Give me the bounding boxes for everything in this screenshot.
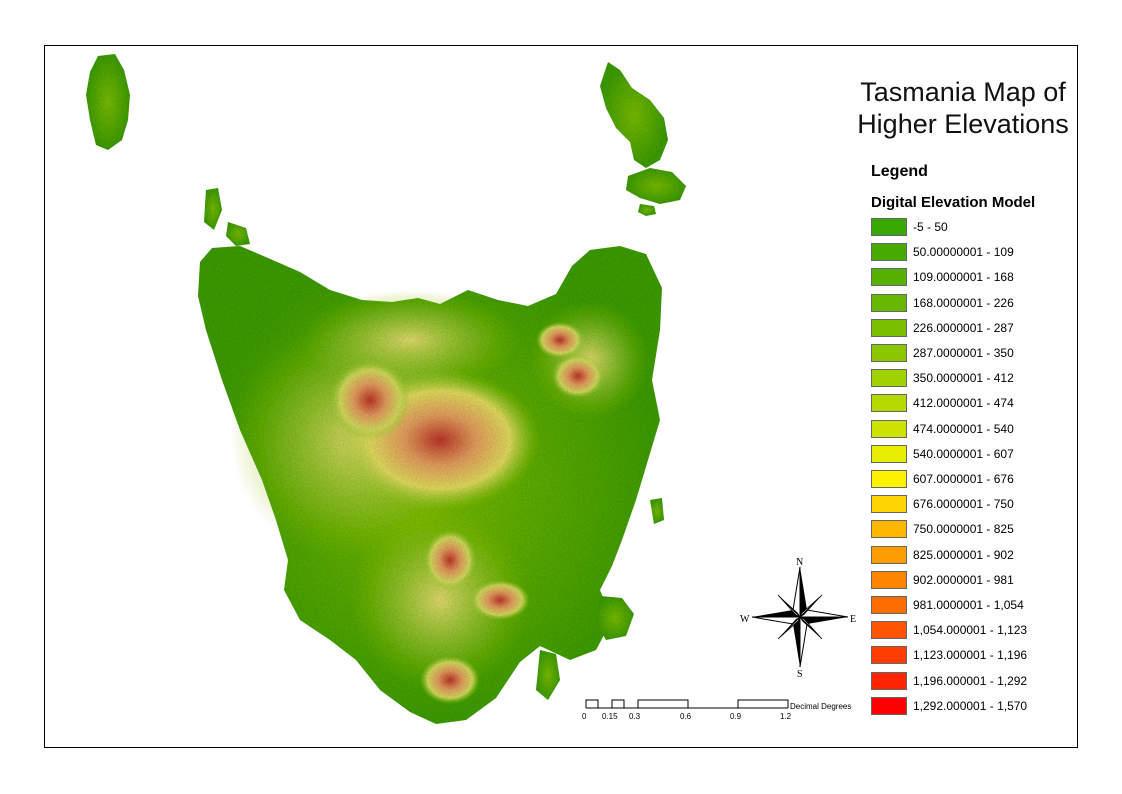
legend-item: 676.0000001 - 750 — [871, 495, 1091, 515]
legend-item: 1,123.000001 - 1,196 — [871, 646, 1091, 666]
legend-item: 607.0000001 - 676 — [871, 470, 1091, 490]
legend-label: 109.0000001 - 168 — [913, 270, 1014, 285]
map-title-line2: Higher Elevations — [857, 109, 1069, 139]
legend-label: 50.00000001 - 109 — [913, 245, 1014, 260]
legend-swatch — [871, 495, 907, 514]
legend-label: 540.0000001 - 607 — [913, 446, 1014, 461]
legend-swatch — [871, 621, 907, 640]
scale-tick-1: 0.15 — [602, 712, 618, 721]
king-island — [86, 54, 130, 150]
scale-tick-0: 0 — [582, 712, 587, 721]
legend-swatch — [871, 596, 907, 614]
robbins-island — [226, 222, 250, 246]
legend-swatch — [871, 570, 907, 589]
compass-e: E — [850, 614, 856, 625]
legend-label: 226.0000001 - 287 — [913, 320, 1014, 335]
legend-item: 50.00000001 - 109 — [871, 243, 1091, 263]
legend-label: 474.0000001 - 540 — [913, 421, 1014, 436]
legend-layer-name: Digital Elevation Model — [871, 194, 1036, 211]
legend-label: 825.0000001 - 902 — [913, 547, 1014, 562]
legend-label: 287.0000001 - 350 — [913, 346, 1014, 360]
legend-swatch — [871, 696, 907, 715]
legend-heading: Legend — [871, 163, 928, 180]
legend-swatch — [871, 444, 907, 463]
legend-swatch — [871, 318, 907, 337]
legend-label: 981.0000001 - 1,054 — [913, 598, 1024, 612]
compass-w: W — [740, 614, 750, 625]
legend-swatch — [871, 520, 907, 539]
scale-bar: 0 0.15 0.3 0.6 0.9 1.2 Decimal Degrees — [582, 699, 851, 721]
legend-item: 474.0000001 - 540 — [871, 419, 1091, 440]
legend-label: 1,054.000001 - 1,123 — [913, 623, 1028, 638]
scale-tick-4: 0.9 — [730, 712, 742, 721]
north-east-highlands — [536, 322, 584, 358]
legend-swatch — [871, 293, 907, 312]
map-title: Tasmania Map of Higher Elevations — [848, 76, 1078, 140]
compass-n: N — [796, 557, 803, 568]
mid-elevation-south — [350, 510, 530, 690]
legend-item: 1,196.000001 - 1,292 — [871, 671, 1091, 692]
legend-item: 1,054.000001 - 1,123 — [871, 621, 1091, 641]
legend-label: 412.0000001 - 474 — [913, 396, 1014, 411]
compass-s: S — [797, 669, 803, 680]
legend-item: 168.0000001 - 226 — [871, 293, 1091, 314]
legend-swatch — [871, 344, 907, 362]
far-south-peaks — [420, 656, 480, 704]
legend-item: 750.0000001 - 825 — [871, 520, 1091, 540]
legend-label: 750.0000001 - 825 — [913, 522, 1014, 537]
legend-item: 287.0000001 - 350 — [871, 344, 1091, 364]
legend-item: 412.0000001 - 474 — [871, 394, 1091, 414]
legend-item: 226.0000001 - 287 — [871, 318, 1091, 339]
scale-tick-2: 0.3 — [629, 712, 641, 721]
ben-lomond — [552, 354, 604, 398]
legend-item: 540.0000001 - 607 — [871, 444, 1091, 465]
tasman-peninsula — [596, 596, 634, 640]
map-title-line1: Tasmania Map of — [860, 77, 1066, 107]
legend-label: 676.0000001 - 750 — [913, 497, 1014, 512]
cape-barren-island — [626, 168, 686, 204]
legend-item: 981.0000001 - 1,054 — [871, 596, 1091, 616]
legend-swatch — [871, 394, 907, 413]
north-arrow-compass: N S E W — [740, 557, 856, 680]
legend-label: 168.0000001 - 226 — [913, 295, 1014, 310]
legend-swatch — [871, 243, 907, 262]
southwest-peaks — [424, 530, 476, 590]
legend-swatch — [871, 646, 907, 665]
legend-swatch — [871, 470, 907, 488]
legend-item: 825.0000001 - 902 — [871, 545, 1091, 566]
map-frame — [44, 45, 1078, 748]
scale-tick-5: 1.2 — [780, 712, 792, 721]
legend-item: -5 - 50 — [871, 218, 1091, 238]
legend-item: 109.0000001 - 168 — [871, 268, 1091, 288]
elevation-raster — [86, 54, 686, 724]
legend-swatch — [871, 218, 907, 236]
legend-item: 350.0000001 - 412 — [871, 369, 1091, 389]
legend-swatch — [871, 419, 907, 438]
flinders-island — [600, 62, 668, 168]
legend-swatch — [871, 671, 907, 690]
legend-label: 607.0000001 - 676 — [913, 472, 1014, 486]
legend-swatch — [871, 545, 907, 564]
legend-item: 1,292.000001 - 1,570 — [871, 696, 1091, 717]
legend-item: 902.0000001 - 981 — [871, 570, 1091, 591]
legend-label: 1,123.000001 - 1,196 — [913, 648, 1028, 663]
south-peaks — [470, 580, 530, 620]
scale-tick-3: 0.6 — [680, 712, 692, 721]
small-island — [638, 204, 656, 216]
legend-label: 350.0000001 - 412 — [913, 371, 1014, 386]
scale-units: Decimal Degrees — [790, 702, 851, 711]
legend-swatch — [871, 268, 907, 287]
maria-island — [650, 498, 664, 524]
legend-label: 1,196.000001 - 1,292 — [913, 673, 1028, 688]
hunter-island — [204, 188, 222, 230]
legend-label: 902.0000001 - 981 — [913, 572, 1014, 587]
western-peaks — [330, 360, 410, 440]
legend-label: 1,292.000001 - 1,570 — [913, 698, 1028, 713]
legend-label: -5 - 50 — [913, 220, 948, 234]
legend-swatch — [871, 369, 907, 388]
bruny-island — [536, 650, 560, 700]
